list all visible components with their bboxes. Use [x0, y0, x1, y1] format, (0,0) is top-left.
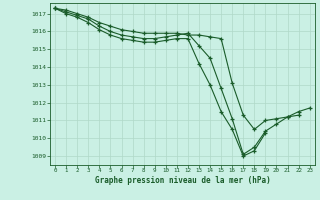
X-axis label: Graphe pression niveau de la mer (hPa): Graphe pression niveau de la mer (hPa)	[94, 176, 270, 185]
